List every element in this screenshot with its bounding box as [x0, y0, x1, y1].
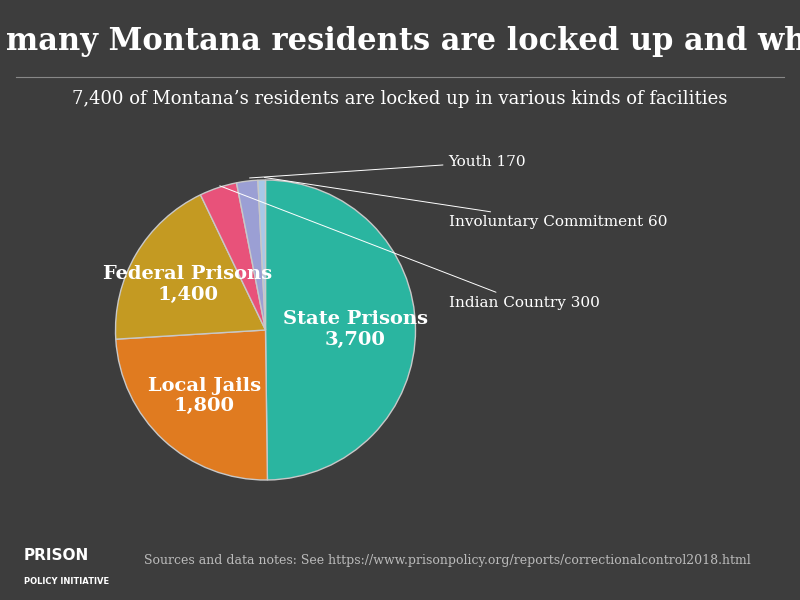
Text: PRISON: PRISON: [24, 548, 90, 563]
Wedge shape: [201, 183, 266, 330]
Wedge shape: [115, 195, 266, 339]
Text: How many Montana residents are locked up and where?: How many Montana residents are locked up…: [0, 26, 800, 58]
Text: Sources and data notes: See https://www.prisonpolicy.org/reports/correctionalcon: Sources and data notes: See https://www.…: [144, 554, 750, 567]
Wedge shape: [237, 180, 266, 330]
Text: Involuntary Commitment 60: Involuntary Commitment 60: [264, 178, 667, 229]
Text: Local Jails
1,800: Local Jails 1,800: [148, 377, 261, 415]
Text: Federal Prisons
1,400: Federal Prisons 1,400: [103, 265, 273, 304]
Text: Youth 170: Youth 170: [250, 155, 526, 178]
Wedge shape: [258, 180, 266, 330]
Wedge shape: [116, 330, 267, 480]
Text: 7,400 of Montana’s residents are locked up in various kinds of facilities: 7,400 of Montana’s residents are locked …: [72, 90, 728, 108]
Wedge shape: [266, 180, 415, 480]
Text: Indian Country 300: Indian Country 300: [220, 186, 599, 310]
Text: POLICY INITIATIVE: POLICY INITIATIVE: [24, 577, 109, 586]
Text: State Prisons
3,700: State Prisons 3,700: [283, 310, 428, 349]
